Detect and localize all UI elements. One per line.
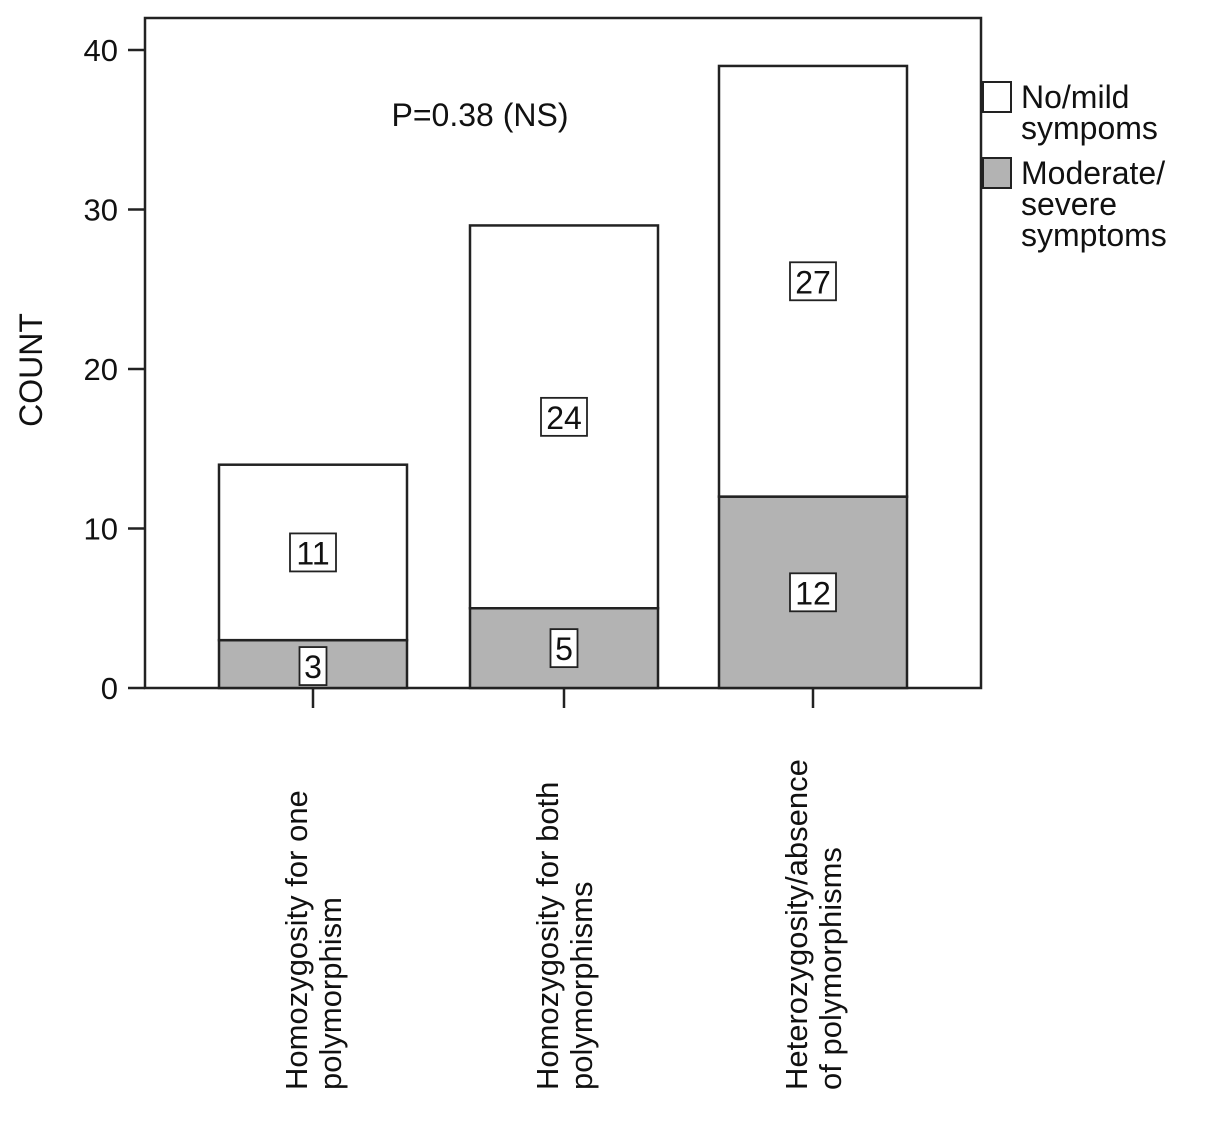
category-label-line: Homozygosity for both xyxy=(530,782,565,1090)
value-label-box xyxy=(298,646,328,686)
category-label: Homozygosity for one polymorphism xyxy=(279,790,348,1090)
legend-label: symptoms xyxy=(1021,217,1167,253)
category-label-line: polymorphisms xyxy=(564,882,599,1090)
y-tick-label: 30 xyxy=(84,193,118,228)
value-label: 5 xyxy=(555,631,573,667)
category-label-line: polymorphism xyxy=(313,897,348,1090)
category-label-line: Homozygosity for one xyxy=(279,790,314,1090)
value-label: 12 xyxy=(795,575,831,611)
y-tick-label: 20 xyxy=(84,352,118,387)
legend-label: Moderate/ xyxy=(1021,155,1165,191)
value-label: 24 xyxy=(546,400,582,436)
value-label: 3 xyxy=(304,649,322,685)
y-tick-label: 40 xyxy=(84,33,118,68)
legend-label: sympoms xyxy=(1021,110,1158,146)
value-label: 27 xyxy=(795,264,831,300)
bars: 3 11 5 24 12 27 xyxy=(217,64,909,690)
value-label: 11 xyxy=(296,535,329,571)
p-value-annotation: P=0.38 (NS) xyxy=(392,97,569,133)
x-axis: Homozygosity for one polymorphism Homozygo… xyxy=(279,688,848,1090)
value-label-box xyxy=(549,628,579,669)
category-label-line: of polymorphisms xyxy=(813,847,848,1090)
value-label-box xyxy=(289,532,337,573)
y-axis: 0 10 20 30 40 xyxy=(84,33,145,706)
y-axis-label: COUNT xyxy=(13,313,49,427)
category-label: Heterozygosity/absence of polymorphisms xyxy=(779,759,848,1090)
legend-label: severe xyxy=(1021,186,1117,222)
y-tick-label: 0 xyxy=(101,671,118,706)
legend-label: No/mild xyxy=(1021,79,1129,115)
y-tick-label: 10 xyxy=(84,512,118,547)
category-label: Homozygosity for both polymorphisms xyxy=(530,782,599,1090)
value-label-box xyxy=(789,261,837,302)
legend-swatch xyxy=(982,157,1012,189)
legend-swatch xyxy=(982,81,1012,113)
value-label-box xyxy=(789,572,837,613)
value-label-box xyxy=(540,396,588,437)
category-label-line: Heterozygosity/absence xyxy=(779,759,814,1090)
